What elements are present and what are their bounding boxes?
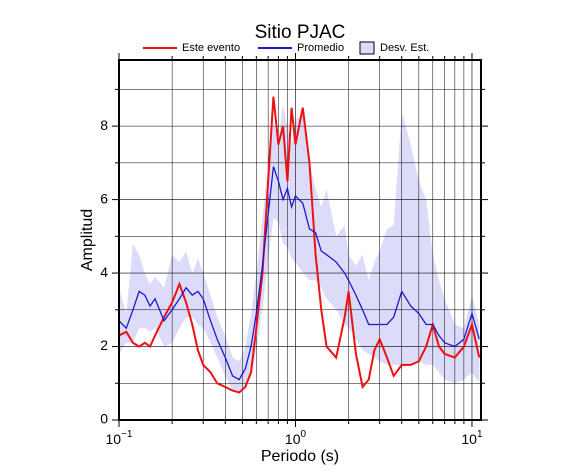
series-line (119, 96, 481, 394)
x-tick-base: 10 (285, 431, 301, 447)
x-tick-label: 101 (461, 429, 483, 447)
plot-area (119, 60, 481, 420)
plot-frame (118, 59, 482, 421)
x-tick-base: 10 (461, 431, 477, 447)
std-band (119, 104, 480, 395)
x-tick-exponent: −1 (121, 429, 133, 440)
x-tick-label: 100 (285, 429, 307, 447)
series-line (119, 166, 480, 381)
y-axis-label: Amplitud (79, 209, 96, 271)
legend-label: Este evento (182, 42, 240, 54)
y-tick-label: 6 (100, 190, 108, 206)
y-tick-label: 2 (100, 337, 108, 353)
y-tick-label: 0 (100, 411, 108, 427)
chart-title: Sitio PJAC (255, 22, 346, 43)
legend-label: Promedio (297, 42, 344, 54)
legend-swatch (359, 41, 375, 55)
x-tick-label: 10−1 (106, 429, 133, 447)
y-tick-label: 4 (100, 264, 108, 280)
x-tick-exponent: 0 (300, 429, 306, 440)
legend-label: Desv. Est. (380, 42, 429, 54)
x-tick-exponent: 1 (477, 429, 483, 440)
x-tick-base: 10 (106, 431, 122, 447)
x-axis-label: Periodo (s) (261, 448, 339, 465)
y-tick-label: 8 (100, 117, 108, 133)
